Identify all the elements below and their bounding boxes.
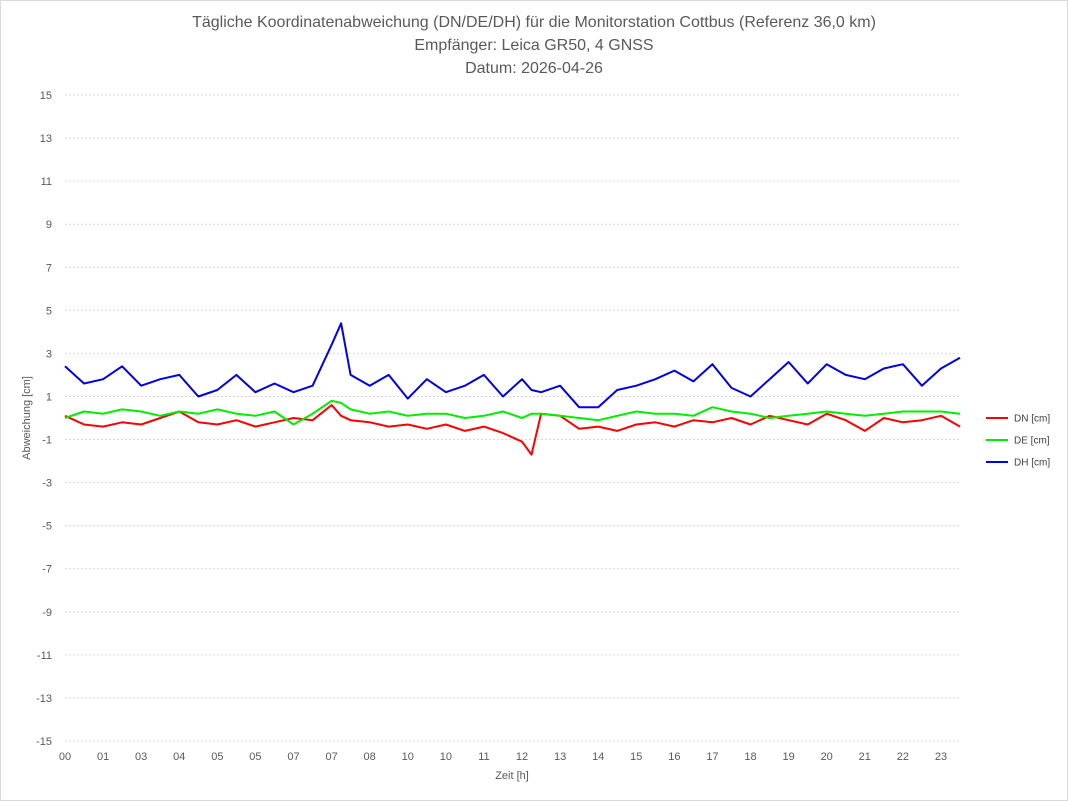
x-tick-label: 05	[249, 751, 261, 763]
chart-title: Tägliche Koordinatenabweichung (DN/DE/DH…	[192, 14, 876, 77]
series-lines	[64, 322, 961, 456]
legend-label: DH [cm]	[1014, 458, 1050, 469]
x-tick-label: 11	[478, 751, 489, 763]
y-axis-label: Abweichung [cm]	[21, 376, 33, 460]
y-tick-label: -5	[42, 521, 52, 533]
title-line-3: Datum: 2026-04-26	[465, 60, 603, 77]
y-tick-label: -7	[42, 564, 52, 576]
x-axis-ticks: 00 01 03 04 05 05 07 07 08 10 10 11 12 13 14 15 16 17 18 19…	[59, 751, 947, 763]
series-line	[64, 399, 961, 426]
x-axis-label: Zeit [h]	[495, 770, 529, 782]
x-tick-label: 14	[592, 751, 604, 763]
y-tick-label: -15	[36, 736, 52, 748]
x-tick-label: 20	[821, 751, 833, 763]
x-tick-label: 10	[402, 751, 414, 763]
y-tick-label: -9	[42, 607, 52, 619]
x-tick-label: 05	[211, 751, 223, 763]
y-tick-label: -13	[36, 693, 52, 705]
y-tick-label: 3	[46, 348, 52, 360]
x-tick-label: 21	[859, 751, 871, 763]
x-tick-label: 16	[668, 751, 680, 763]
legend-label: DE [cm]	[1014, 436, 1050, 447]
y-tick-label: 15	[40, 90, 52, 102]
title-line-1: Tägliche Koordinatenabweichung (DN/DE/DH…	[192, 14, 876, 31]
x-tick-label: 19	[782, 751, 794, 763]
x-tick-label: 08	[364, 751, 376, 763]
y-tick-label: -3	[42, 478, 52, 490]
y-axis-ticks: 15 13 11 9 7 5 3 1 -1 -3 -5 -7 -9 -11 -13 -15	[36, 90, 52, 748]
gridlines	[65, 94, 960, 742]
legend-label: DN [cm]	[1014, 414, 1050, 425]
series-line	[64, 404, 961, 456]
y-tick-label: 13	[40, 133, 52, 145]
x-tick-label: 00	[59, 751, 71, 763]
x-tick-label: 15	[630, 751, 642, 763]
x-tick-label: 07	[325, 751, 337, 763]
x-tick-label: 04	[173, 751, 185, 763]
y-tick-label: 1	[46, 391, 52, 403]
y-tick-label: -11	[37, 650, 52, 662]
x-tick-label: 03	[135, 751, 147, 763]
title-line-2: Empfänger: Leica GR50, 4 GNSS	[414, 37, 653, 54]
y-tick-label: 7	[46, 262, 52, 274]
y-tick-label: 9	[46, 219, 52, 231]
legend: DN [cm] DE [cm] DH [cm]	[986, 414, 1050, 469]
x-tick-label: 17	[706, 751, 718, 763]
y-tick-label: 5	[46, 305, 52, 317]
x-tick-label: 07	[287, 751, 299, 763]
y-tick-label: -1	[42, 435, 52, 447]
x-tick-label: 01	[97, 751, 109, 763]
y-tick-label: 11	[41, 176, 52, 188]
series-line	[64, 322, 961, 409]
x-tick-label: 12	[516, 751, 528, 763]
x-tick-label: 13	[554, 751, 566, 763]
x-tick-label: 18	[744, 751, 756, 763]
x-tick-label: 22	[897, 751, 909, 763]
x-tick-label: 10	[440, 751, 452, 763]
x-tick-label: 23	[935, 751, 947, 763]
